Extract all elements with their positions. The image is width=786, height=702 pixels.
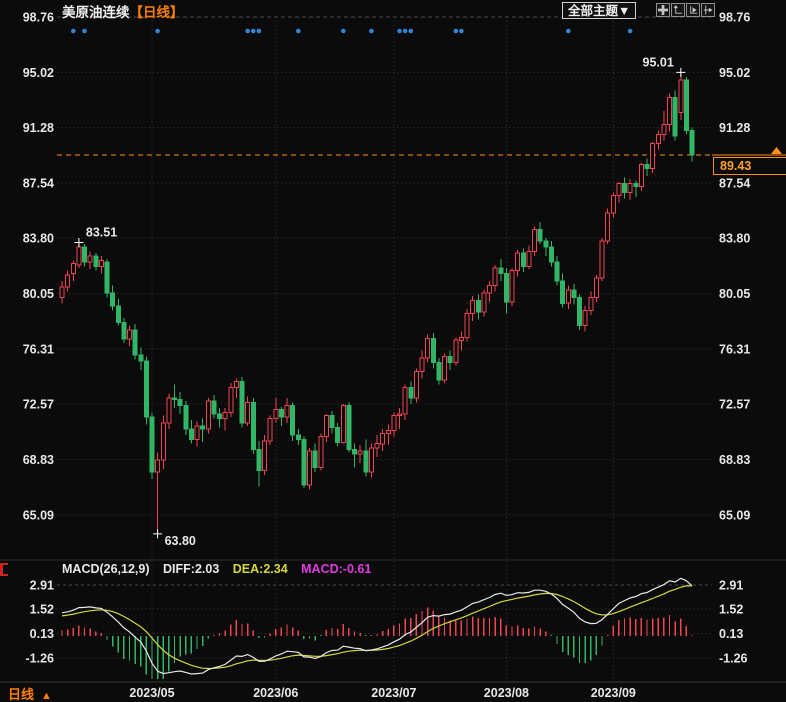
pane-resize-handle-icon[interactable]: [0, 563, 8, 576]
svg-text:91.28: 91.28: [23, 121, 54, 135]
macd-header: MACD(26,12,9) DIFF:2.03 DEA:2.34 MACD:-0…: [62, 562, 381, 576]
svg-text:76.31: 76.31: [719, 342, 750, 356]
svg-text:72.57: 72.57: [719, 398, 750, 412]
candles-layer: [59, 72, 695, 534]
svg-text:68.83: 68.83: [23, 453, 54, 467]
theme-dropdown[interactable]: 全部主题▼: [562, 2, 637, 19]
svg-text:83.80: 83.80: [719, 232, 750, 246]
jump-to-latest-icon: [703, 5, 713, 15]
svg-text:80.05: 80.05: [23, 287, 54, 301]
svg-text:76.31: 76.31: [23, 342, 54, 356]
jump-to-latest-button[interactable]: [701, 3, 715, 17]
svg-text:68.83: 68.83: [719, 453, 750, 467]
period-tag: 【日线】: [129, 5, 184, 20]
macd-dea-value: DEA:2.34: [232, 562, 288, 576]
last-price-box: 89.43: [713, 157, 786, 175]
svg-text:72.57: 72.57: [23, 398, 54, 412]
svg-text:2023/06: 2023/06: [253, 686, 298, 700]
svg-text:83.80: 83.80: [23, 232, 54, 246]
svg-text:63.80: 63.80: [165, 534, 196, 548]
svg-text:95.01: 95.01: [643, 55, 674, 69]
svg-text:-1.26: -1.26: [719, 652, 748, 666]
fit-vertical-axis-icon: [673, 5, 683, 15]
svg-text:2023/05: 2023/05: [129, 686, 174, 700]
svg-text:0.13: 0.13: [30, 627, 54, 641]
svg-text:95.02: 95.02: [719, 66, 750, 80]
svg-text:1.52: 1.52: [719, 603, 743, 617]
macd-dea-line: [61, 585, 692, 670]
svg-text:2023/08: 2023/08: [484, 686, 529, 700]
fit-horizontal-axis-icon: [688, 5, 698, 15]
macd-macd-value: MACD:-0.61: [301, 562, 372, 576]
latest-price-marker-icon: [771, 147, 782, 154]
svg-text:-1.26: -1.26: [26, 652, 55, 666]
svg-text:87.54: 87.54: [719, 176, 750, 190]
svg-text:2.91: 2.91: [719, 578, 743, 592]
svg-text:0.13: 0.13: [719, 627, 743, 641]
symbol-name: 美原油连续: [62, 5, 130, 20]
svg-text:87.54: 87.54: [23, 176, 54, 190]
svg-text:80.05: 80.05: [719, 287, 750, 301]
move-tool-icon: [658, 5, 668, 15]
up-triangle-icon: ▲: [41, 690, 52, 702]
macd-diff-line: [61, 577, 693, 675]
svg-text:98.76: 98.76: [719, 11, 750, 25]
svg-text:65.09: 65.09: [719, 508, 750, 522]
fit-vertical-axis-button[interactable]: [671, 3, 685, 17]
macd-histogram: [61, 607, 693, 679]
period-indicator[interactable]: 日线 ▲: [8, 684, 52, 702]
svg-text:2023/07: 2023/07: [371, 686, 416, 700]
chart-title: 美原油连续【日线】: [62, 1, 184, 21]
svg-text:1.52: 1.52: [30, 603, 54, 617]
chart-layers: 98.76 98.76 95.02 95.02 91.28 91.28 87.54 87.54…: [0, 11, 786, 700]
svg-text:2023/09: 2023/09: [591, 686, 636, 700]
svg-text:65.09: 65.09: [23, 508, 54, 522]
period-indicator-label: 日线: [8, 687, 35, 702]
macd-diff-value: DIFF:2.03: [163, 562, 220, 576]
svg-text:98.76: 98.76: [23, 11, 54, 25]
svg-text:95.02: 95.02: [23, 66, 54, 80]
svg-text:91.28: 91.28: [719, 121, 750, 135]
macd-title: MACD(26,12,9): [62, 562, 150, 576]
fit-horizontal-axis-button[interactable]: [686, 3, 700, 17]
move-tool-button[interactable]: [656, 3, 670, 17]
svg-text:2.91: 2.91: [30, 578, 54, 592]
svg-text:83.51: 83.51: [86, 226, 117, 240]
